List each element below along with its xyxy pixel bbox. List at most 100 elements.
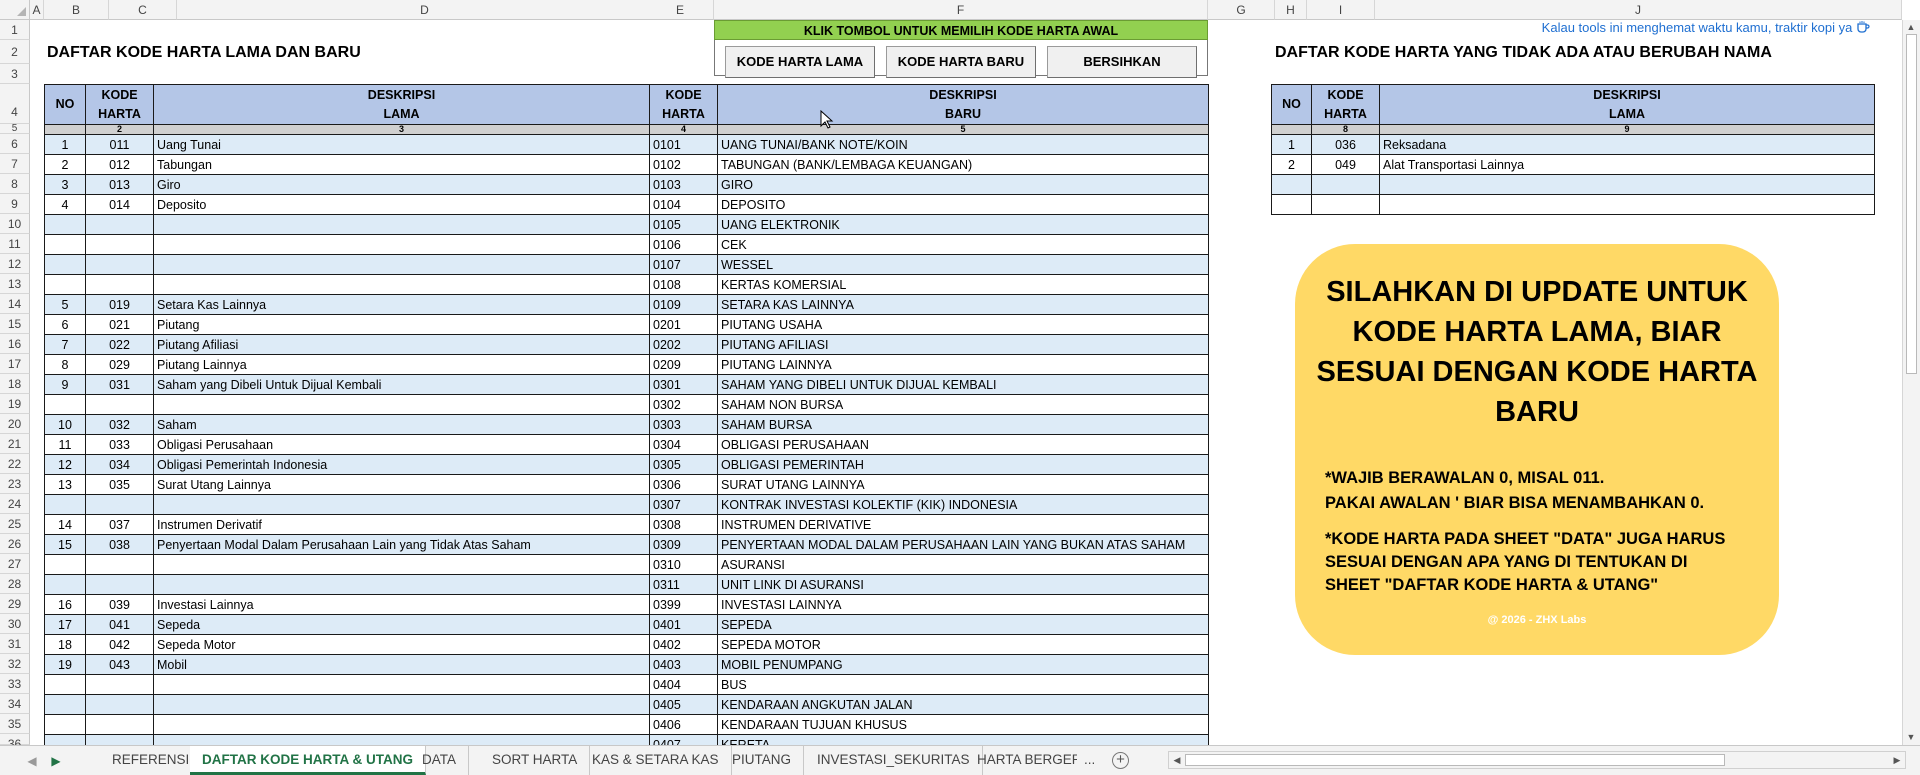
cell-no[interactable]: [1271, 194, 1312, 215]
cell-kode-baru[interactable]: 0406: [649, 714, 718, 735]
column-header[interactable]: B: [44, 0, 109, 20]
cell-kode-lama[interactable]: [85, 574, 154, 595]
cell-kode-lama[interactable]: 033: [85, 434, 154, 455]
horizontal-scrollbar[interactable]: ◀ ▶: [1168, 751, 1906, 769]
cell-kode-lama[interactable]: 042: [85, 634, 154, 655]
cell-kode-baru[interactable]: 0109: [649, 294, 718, 315]
cell-desc-baru[interactable]: SAHAM YANG DIBELI UNTUK DIJUAL KEMBALI: [717, 374, 1209, 395]
row-header[interactable]: 32: [0, 654, 30, 674]
row-header[interactable]: 13: [0, 274, 30, 294]
row-header[interactable]: 16: [0, 334, 30, 354]
sheet-tab[interactable]: INVESTASI_SEKURITAS: [805, 746, 983, 775]
cell-kode-lama[interactable]: 022: [85, 334, 154, 355]
cell-no[interactable]: 1: [44, 134, 86, 155]
cell-kode-baru[interactable]: 0402: [649, 634, 718, 655]
cell-no[interactable]: 1: [1271, 134, 1312, 155]
row-header[interactable]: 31: [0, 634, 30, 654]
cell-no[interactable]: [44, 694, 86, 715]
cell-desc-lama[interactable]: [153, 494, 650, 515]
cell-desc-lama[interactable]: Reksadana: [1379, 134, 1875, 155]
cell-desc-baru[interactable]: UNIT LINK DI ASURANSI: [717, 574, 1209, 595]
row-header[interactable]: 25: [0, 514, 30, 534]
cell-kode-baru[interactable]: 0304: [649, 434, 718, 455]
row-header[interactable]: 29: [0, 594, 30, 614]
cell-desc-lama[interactable]: [1379, 174, 1875, 195]
cell-kode-baru[interactable]: 0310: [649, 554, 718, 575]
cell-no[interactable]: 16: [44, 594, 86, 615]
cell-kode-lama[interactable]: 041: [85, 614, 154, 635]
cell-desc-lama[interactable]: Instrumen Derivatif: [153, 514, 650, 535]
cell-desc-lama[interactable]: Saham: [153, 414, 650, 435]
cell-desc-baru[interactable]: INVESTASI LAINNYA: [717, 594, 1209, 615]
cell-no[interactable]: 15: [44, 534, 86, 555]
cell-kode-baru[interactable]: 0107: [649, 254, 718, 275]
column-header[interactable]: A: [30, 0, 44, 20]
cell-kode-baru[interactable]: 0401: [649, 614, 718, 635]
cell-desc-lama[interactable]: Obligasi Pemerintah Indonesia: [153, 454, 650, 475]
cell-kode-lama[interactable]: 039: [85, 594, 154, 615]
cell-desc-baru[interactable]: SEPEDA MOTOR: [717, 634, 1209, 655]
row-header[interactable]: 33: [0, 674, 30, 694]
row-header[interactable]: 30: [0, 614, 30, 634]
cell-kode-lama[interactable]: [85, 674, 154, 695]
cell-kode-baru[interactable]: 0102: [649, 154, 718, 175]
cell-desc-baru[interactable]: PIUTANG USAHA: [717, 314, 1209, 335]
cell-kode-baru[interactable]: 0209: [649, 354, 718, 375]
sheet-tab[interactable]: PIUTANG: [720, 746, 805, 775]
cell-desc-baru[interactable]: PENYERTAAN MODAL DALAM PERUSAHAAN LAIN Y…: [717, 534, 1209, 555]
row-header[interactable]: 9: [0, 194, 30, 214]
cell-kode-baru[interactable]: 0303: [649, 414, 718, 435]
cell-no[interactable]: 2: [1271, 154, 1312, 175]
cell-no[interactable]: [44, 234, 86, 255]
cell-kode-lama[interactable]: 029: [85, 354, 154, 375]
coffee-link[interactable]: Kalau tools ini menghemat waktu kamu, tr…: [1470, 20, 1870, 37]
sheet-tab[interactable]: REFERENSI: [100, 746, 203, 775]
cell-no[interactable]: 3: [44, 174, 86, 195]
cell-kode-lama[interactable]: 049: [1311, 154, 1380, 175]
row-header[interactable]: 20: [0, 414, 30, 434]
cell-kode-lama[interactable]: 038: [85, 534, 154, 555]
cell-kode-baru[interactable]: 0101: [649, 134, 718, 155]
row-header[interactable]: 10: [0, 214, 30, 234]
cell-no[interactable]: [1271, 174, 1312, 195]
cell-kode-baru[interactable]: 0302: [649, 394, 718, 415]
row-header[interactable]: 11: [0, 234, 30, 254]
cell-desc-lama[interactable]: Sepeda: [153, 614, 650, 635]
cell-kode-lama[interactable]: 037: [85, 514, 154, 535]
cell-desc-lama[interactable]: [153, 694, 650, 715]
row-header[interactable]: 17: [0, 354, 30, 374]
cell-desc-lama[interactable]: [153, 274, 650, 295]
cell-desc-baru[interactable]: UANG ELEKTRONIK: [717, 214, 1209, 235]
row-header[interactable]: 28: [0, 574, 30, 594]
cell-no[interactable]: [44, 674, 86, 695]
row-header[interactable]: 27: [0, 554, 30, 574]
cell-desc-lama[interactable]: Mobil: [153, 654, 650, 675]
cell-no[interactable]: [44, 214, 86, 235]
cell-no[interactable]: 7: [44, 334, 86, 355]
cell-desc-lama[interactable]: Deposito: [153, 194, 650, 215]
cell-desc-lama[interactable]: [153, 394, 650, 415]
cell-kode-baru[interactable]: 0309: [649, 534, 718, 555]
cell-kode-baru[interactable]: 0308: [649, 514, 718, 535]
cell-desc-lama[interactable]: [153, 214, 650, 235]
cell-no[interactable]: 6: [44, 314, 86, 335]
column-header[interactable]: H: [1275, 0, 1307, 20]
add-sheet-icon[interactable]: +: [1112, 752, 1129, 769]
row-header[interactable]: 22: [0, 454, 30, 474]
cell-kode-lama[interactable]: 012: [85, 154, 154, 175]
cell-kode-baru[interactable]: 0305: [649, 454, 718, 475]
column-header[interactable]: J: [1375, 0, 1902, 20]
cell-desc-baru[interactable]: KENDARAAN TUJUAN KHUSUS: [717, 714, 1209, 735]
cell-kode-baru[interactable]: 0405: [649, 694, 718, 715]
cell-no[interactable]: [44, 574, 86, 595]
cell-desc-lama[interactable]: Uang Tunai: [153, 134, 650, 155]
cell-desc-baru[interactable]: SAHAM BURSA: [717, 414, 1209, 435]
cell-no[interactable]: 19: [44, 654, 86, 675]
column-header[interactable]: C: [109, 0, 177, 20]
cell-kode-baru[interactable]: 0307: [649, 494, 718, 515]
scroll-down-icon[interactable]: ▼: [1906, 732, 1916, 742]
cell-kode-lama[interactable]: [85, 234, 154, 255]
cell-kode-lama[interactable]: [85, 714, 154, 735]
cell-kode-baru[interactable]: 0399: [649, 594, 718, 615]
cell-kode-baru[interactable]: 0105: [649, 214, 718, 235]
